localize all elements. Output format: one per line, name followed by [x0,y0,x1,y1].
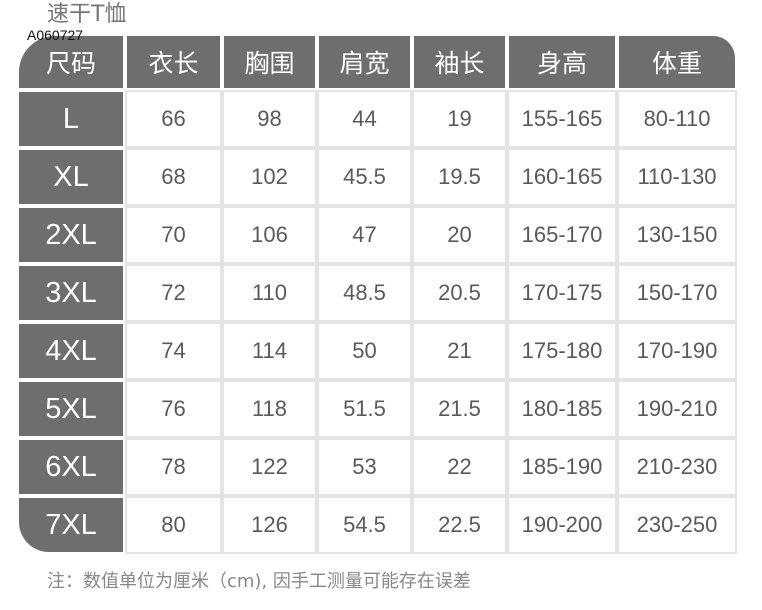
cell-weight: 230-250 [619,498,735,552]
cell-shoulder: 51.5 [319,382,410,436]
cell-sleeve: 19.5 [414,150,505,204]
cell-sleeve: 21 [414,324,505,378]
cell-sleeve: 22 [414,440,505,494]
cell-weight: 170-190 [619,324,735,378]
size-label: 6XL [19,440,123,494]
cell-shoulder: 54.5 [319,498,410,552]
cell-height: 170-175 [509,266,615,320]
cell-weight: 190-210 [619,382,735,436]
cell-weight: 130-150 [619,208,735,262]
size-label: L [19,92,123,146]
cell-weight: 150-170 [619,266,735,320]
header-shoulder: 肩宽 [319,36,410,88]
cell-shoulder: 47 [319,208,410,262]
cell-length: 72 [127,266,220,320]
cell-height: 160-165 [509,150,615,204]
cell-shoulder: 45.5 [319,150,410,204]
cell-sleeve: 21.5 [414,382,505,436]
cell-height: 175-180 [509,324,615,378]
header-chest: 胸围 [224,36,315,88]
size-label: 3XL [19,266,123,320]
cell-length: 74 [127,324,220,378]
cell-length: 70 [127,208,220,262]
header-sleeve: 袖长 [414,36,505,88]
cell-chest: 106 [224,208,315,262]
cell-weight: 110-130 [619,150,735,204]
cell-sleeve: 20.5 [414,266,505,320]
size-label: XL [19,150,123,204]
header-size: 尺码 [19,36,123,88]
cell-height: 185-190 [509,440,615,494]
header-height: 身高 [509,36,615,88]
cell-shoulder: 44 [319,92,410,146]
cell-height: 155-165 [509,92,615,146]
cell-chest: 126 [224,498,315,552]
size-label: 7XL [19,498,123,552]
cell-height: 180-185 [509,382,615,436]
cell-length: 66 [127,92,220,146]
size-label: 5XL [19,382,123,436]
cell-sleeve: 22.5 [414,498,505,552]
cell-height: 165-170 [509,208,615,262]
cell-chest: 118 [224,382,315,436]
cell-chest: 114 [224,324,315,378]
product-code: A060727 [27,27,84,43]
cell-length: 78 [127,440,220,494]
cell-chest: 102 [224,150,315,204]
cell-sleeve: 19 [414,92,505,146]
cell-length: 76 [127,382,220,436]
cell-weight: 80-110 [619,92,735,146]
header-length: 衣长 [127,36,220,88]
cell-chest: 110 [224,266,315,320]
cell-length: 68 [127,150,220,204]
header-weight: 体重 [619,36,735,88]
cell-weight: 210-230 [619,440,735,494]
size-table: 尺码 衣长 胸围 肩宽 袖长 身高 体重 L 66 98 44 19 155-165 80-110 XL 68… [19,36,735,552]
cell-shoulder: 53 [319,440,410,494]
size-label: 4XL [19,324,123,378]
cell-length: 80 [127,498,220,552]
product-title: 速干T恤 [47,2,127,27]
measurement-note: 注：数值单位为厘米（cm), 因手工测量可能存在误差 [47,571,471,592]
size-label: 2XL [19,208,123,262]
cell-chest: 122 [224,440,315,494]
cell-shoulder: 50 [319,324,410,378]
cell-sleeve: 20 [414,208,505,262]
cell-chest: 98 [224,92,315,146]
cell-height: 190-200 [509,498,615,552]
cell-shoulder: 48.5 [319,266,410,320]
